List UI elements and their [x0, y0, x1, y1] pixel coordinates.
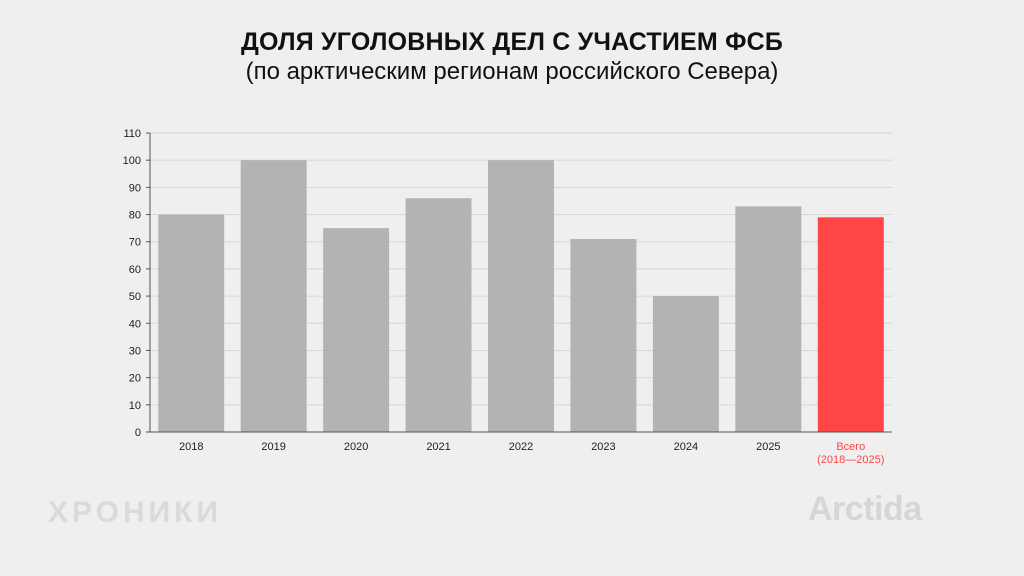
x-tick-label: 2025: [756, 441, 780, 453]
bar: [570, 239, 637, 432]
y-tick-label: 40: [129, 318, 141, 330]
y-tick-label: 90: [129, 182, 141, 194]
x-tick-label-total: Всего: [836, 441, 865, 453]
x-tick-label: 2023: [591, 441, 615, 453]
bar: [652, 296, 719, 432]
x-tick-label: 2022: [509, 441, 533, 453]
y-tick-label: 100: [123, 155, 141, 167]
y-tick-label: 10: [129, 400, 141, 412]
bar: [240, 160, 307, 432]
arctida-logo: Arctida: [808, 490, 922, 528]
x-tick-label-total: (2018—2025): [817, 454, 884, 466]
x-tick-label: 2018: [179, 441, 203, 453]
y-tick-label: 30: [129, 345, 141, 357]
bar: [158, 214, 225, 432]
x-tick-label: 2021: [426, 441, 450, 453]
x-tick-label: 2020: [344, 441, 368, 453]
y-tick-label: 80: [129, 210, 141, 222]
x-tick-label: 2019: [261, 441, 285, 453]
y-tick-label: 50: [129, 291, 141, 303]
y-tick-label: 0: [135, 427, 141, 439]
bar: [405, 198, 472, 432]
y-tick-label: 110: [123, 128, 141, 140]
y-tick-label: 20: [129, 373, 141, 385]
khroniki-logo: ХРОНИКИ: [48, 496, 223, 529]
chart-subtitle: (по арктическим регионам российского Сев…: [245, 58, 779, 85]
y-tick-label: 70: [129, 237, 141, 249]
chart-title: ДОЛЯ УГОЛОВНЫХ ДЕЛ С УЧАСТИЕМ ФСБ: [240, 28, 784, 56]
bar: [323, 228, 390, 432]
bar: [735, 206, 802, 432]
x-tick-label: 2024: [674, 441, 698, 453]
y-tick-label: 60: [129, 264, 141, 276]
bar: [488, 160, 554, 432]
bar-total: [817, 217, 884, 432]
